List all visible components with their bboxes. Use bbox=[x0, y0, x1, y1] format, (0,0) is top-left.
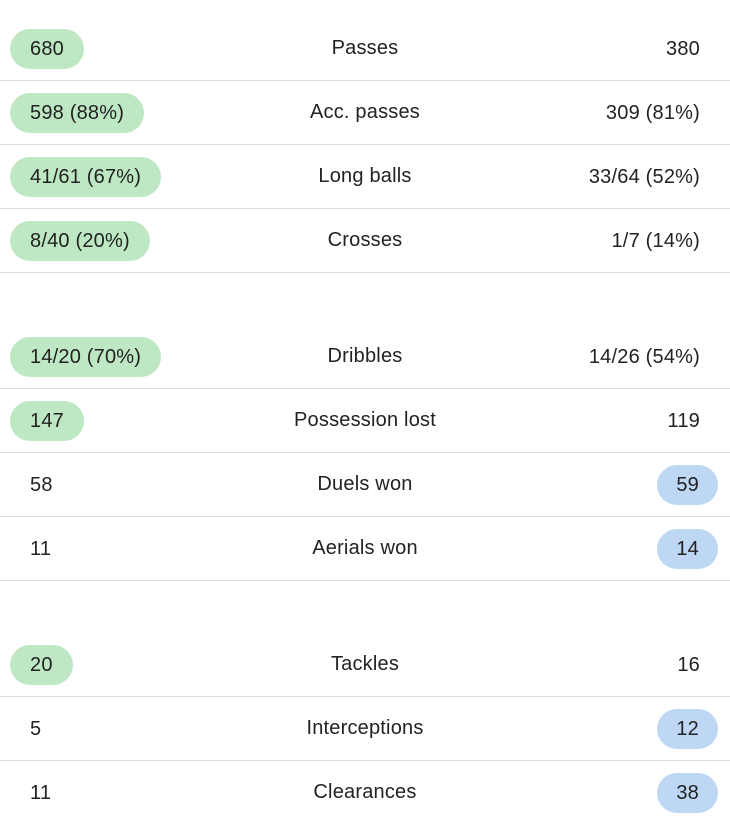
away-value: 33/64 (52%) bbox=[588, 165, 700, 188]
home-value: 58 bbox=[30, 473, 53, 496]
away-value: 59 bbox=[657, 464, 718, 505]
stat-row-interceptions: 5 Interceptions 12 bbox=[0, 697, 730, 761]
stat-label: Passes bbox=[331, 37, 399, 59]
away-value: 38 bbox=[657, 772, 718, 813]
home-value: 14/20 (70%) bbox=[10, 336, 162, 377]
stat-label: Dribbles bbox=[327, 345, 403, 367]
stat-row-duels-won: 58 Duels won 59 bbox=[0, 453, 730, 517]
away-value: 380 bbox=[666, 37, 700, 60]
stat-label: Tackles bbox=[330, 653, 400, 675]
stat-row-tackles: 20 Tackles 16 bbox=[0, 633, 730, 697]
stat-row-crosses: 8/40 (20%) Crosses 1/7 (14%) bbox=[0, 209, 730, 273]
stat-label: Duels won bbox=[317, 473, 413, 495]
home-value: 147 bbox=[10, 400, 84, 441]
away-value: 16 bbox=[677, 653, 700, 676]
stat-row-dribbles: 14/20 (70%) Dribbles 14/26 (54%) bbox=[0, 325, 730, 389]
stat-row-aerials-won: 11 Aerials won 14 bbox=[0, 517, 730, 581]
stat-label: Interceptions bbox=[306, 717, 424, 739]
away-value: 119 bbox=[667, 409, 700, 432]
home-value: 598 (88%) bbox=[10, 92, 145, 133]
stat-row-clearances: 11 Clearances 38 bbox=[0, 761, 730, 824]
home-value: 5 bbox=[30, 717, 42, 740]
stat-row-acc-passes: 598 (88%) Acc. passes 309 (81%) bbox=[0, 81, 730, 145]
stats-group-defending: 20 Tackles 16 5 Interceptions 12 11 Clea… bbox=[0, 633, 730, 824]
home-value: 20 bbox=[10, 644, 73, 685]
stats-group-duels: 14/20 (70%) Dribbles 14/26 (54%) 147 Pos… bbox=[0, 325, 730, 581]
stat-label: Crosses bbox=[327, 229, 403, 251]
stat-row-passes: 680 Passes 380 bbox=[0, 17, 730, 81]
stat-label: Aerials won bbox=[312, 537, 418, 559]
away-value: 12 bbox=[657, 708, 718, 749]
stat-label: Acc. passes bbox=[309, 101, 421, 123]
home-value: 11 bbox=[30, 537, 52, 560]
stat-label: Long balls bbox=[318, 165, 412, 187]
stat-row-long-balls: 41/61 (67%) Long balls 33/64 (52%) bbox=[0, 145, 730, 209]
stat-row-possession-lost: 147 Possession lost 119 bbox=[0, 389, 730, 453]
home-value: 680 bbox=[10, 28, 84, 69]
stat-label: Possession lost bbox=[294, 409, 436, 431]
home-value: 8/40 (20%) bbox=[10, 220, 150, 261]
away-value: 309 (81%) bbox=[605, 101, 700, 124]
away-value: 14 bbox=[657, 528, 718, 569]
stat-label: Clearances bbox=[313, 781, 417, 803]
home-value: 41/61 (67%) bbox=[10, 156, 162, 197]
away-value: 14/26 (54%) bbox=[588, 345, 700, 368]
home-value: 11 bbox=[30, 781, 52, 804]
away-value: 1/7 (14%) bbox=[611, 229, 700, 252]
stats-group-passing: 680 Passes 380 598 (88%) Acc. passes 309… bbox=[0, 17, 730, 273]
